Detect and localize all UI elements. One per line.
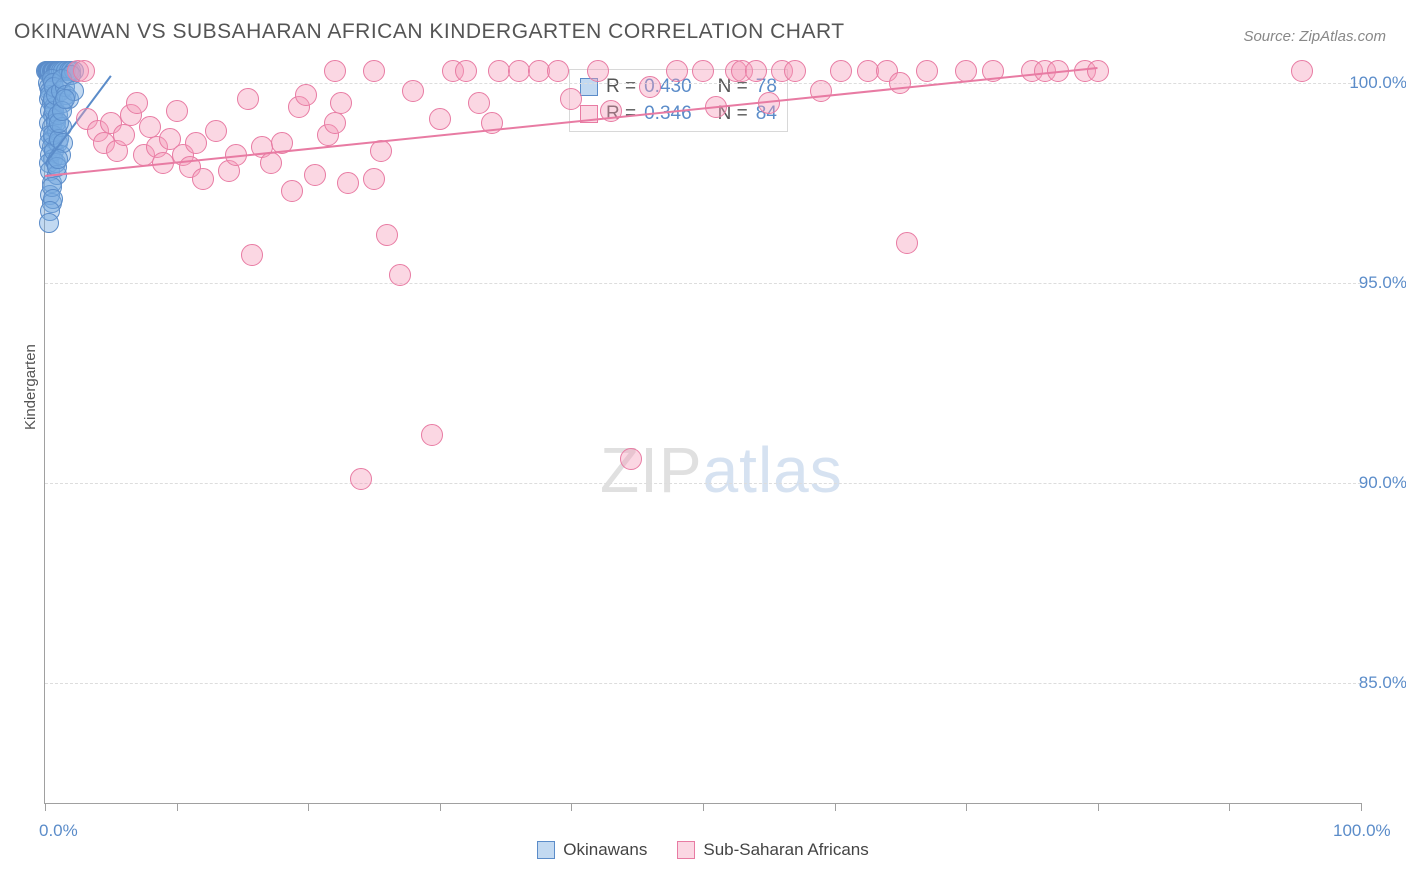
scatter-point	[421, 424, 443, 446]
legend-item-okinawans: Okinawans	[537, 840, 647, 860]
scatter-point	[639, 76, 661, 98]
scatter-point	[166, 100, 188, 122]
scatter-point	[389, 264, 411, 286]
scatter-point	[73, 60, 95, 82]
scatter-point	[692, 60, 714, 82]
x-tick	[571, 803, 572, 811]
scatter-point	[205, 120, 227, 142]
scatter-point	[455, 60, 477, 82]
scatter-point	[281, 180, 303, 202]
x-tick-label: 0.0%	[39, 821, 78, 841]
scatter-point	[488, 60, 510, 82]
scatter-point	[295, 84, 317, 106]
plot-area: ZIPatlas R = 0.430N = 78R = 0.346N = 84 …	[44, 63, 1361, 804]
scatter-point	[810, 80, 832, 102]
scatter-point	[468, 92, 490, 114]
scatter-point	[666, 60, 688, 82]
y-axis-label: Kindergarten	[22, 344, 39, 430]
scatter-point	[916, 60, 938, 82]
scatter-point	[560, 88, 582, 110]
gridline	[45, 283, 1361, 284]
scatter-point	[237, 88, 259, 110]
x-tick	[966, 803, 967, 811]
scatter-point	[330, 92, 352, 114]
scatter-point	[260, 152, 282, 174]
gridline	[45, 83, 1361, 84]
scatter-point	[528, 60, 550, 82]
watermark-atlas: atlas	[703, 434, 843, 506]
scatter-point	[1087, 60, 1109, 82]
scatter-point	[1291, 60, 1313, 82]
scatter-point	[429, 108, 451, 130]
legend-swatch-okinawans	[537, 841, 555, 859]
x-tick	[835, 803, 836, 811]
scatter-point	[363, 60, 385, 82]
scatter-point	[830, 60, 852, 82]
y-tick-label: 100.0%	[1347, 73, 1406, 93]
bottom-legend: Okinawans Sub-Saharan Africans	[0, 840, 1406, 860]
scatter-point	[55, 89, 75, 109]
scatter-point	[620, 448, 642, 470]
x-tick	[177, 803, 178, 811]
legend-swatch-subsaharan	[677, 841, 695, 859]
scatter-point	[889, 72, 911, 94]
scatter-point	[241, 244, 263, 266]
scatter-point	[896, 232, 918, 254]
x-tick	[703, 803, 704, 811]
scatter-point	[324, 60, 346, 82]
scatter-point	[402, 80, 424, 102]
scatter-point	[304, 164, 326, 186]
scatter-point	[113, 124, 135, 146]
legend-label-okinawans: Okinawans	[563, 840, 647, 860]
legend-label-subsaharan: Sub-Saharan Africans	[703, 840, 868, 860]
scatter-point	[508, 60, 530, 82]
x-tick-label: 100.0%	[1333, 821, 1391, 841]
scatter-point	[324, 112, 346, 134]
scatter-point	[363, 168, 385, 190]
r-label: R =	[606, 74, 636, 101]
scatter-point	[376, 224, 398, 246]
x-tick	[1098, 803, 1099, 811]
y-tick-label: 85.0%	[1347, 673, 1406, 693]
scatter-point	[139, 116, 161, 138]
scatter-point	[745, 60, 767, 82]
x-tick	[308, 803, 309, 811]
x-tick	[440, 803, 441, 811]
scatter-point	[857, 60, 879, 82]
y-tick-label: 95.0%	[1347, 273, 1406, 293]
scatter-point	[350, 468, 372, 490]
y-tick-label: 90.0%	[1347, 473, 1406, 493]
scatter-point	[192, 168, 214, 190]
x-tick	[1229, 803, 1230, 811]
scatter-point	[126, 92, 148, 114]
scatter-point	[185, 132, 207, 154]
x-tick	[45, 803, 46, 811]
legend-item-subsaharan: Sub-Saharan Africans	[677, 840, 868, 860]
x-tick	[1361, 803, 1362, 811]
scatter-point	[547, 60, 569, 82]
scatter-point	[337, 172, 359, 194]
chart-title: OKINAWAN VS SUBSAHARAN AFRICAN KINDERGAR…	[14, 20, 845, 44]
scatter-point	[39, 213, 59, 233]
source-label: Source: ZipAtlas.com	[1243, 28, 1386, 45]
scatter-point	[587, 60, 609, 82]
watermark: ZIPatlas	[600, 433, 843, 507]
watermark-zip: ZIP	[600, 434, 703, 506]
gridline	[45, 683, 1361, 684]
scatter-point	[784, 60, 806, 82]
gridline	[45, 483, 1361, 484]
